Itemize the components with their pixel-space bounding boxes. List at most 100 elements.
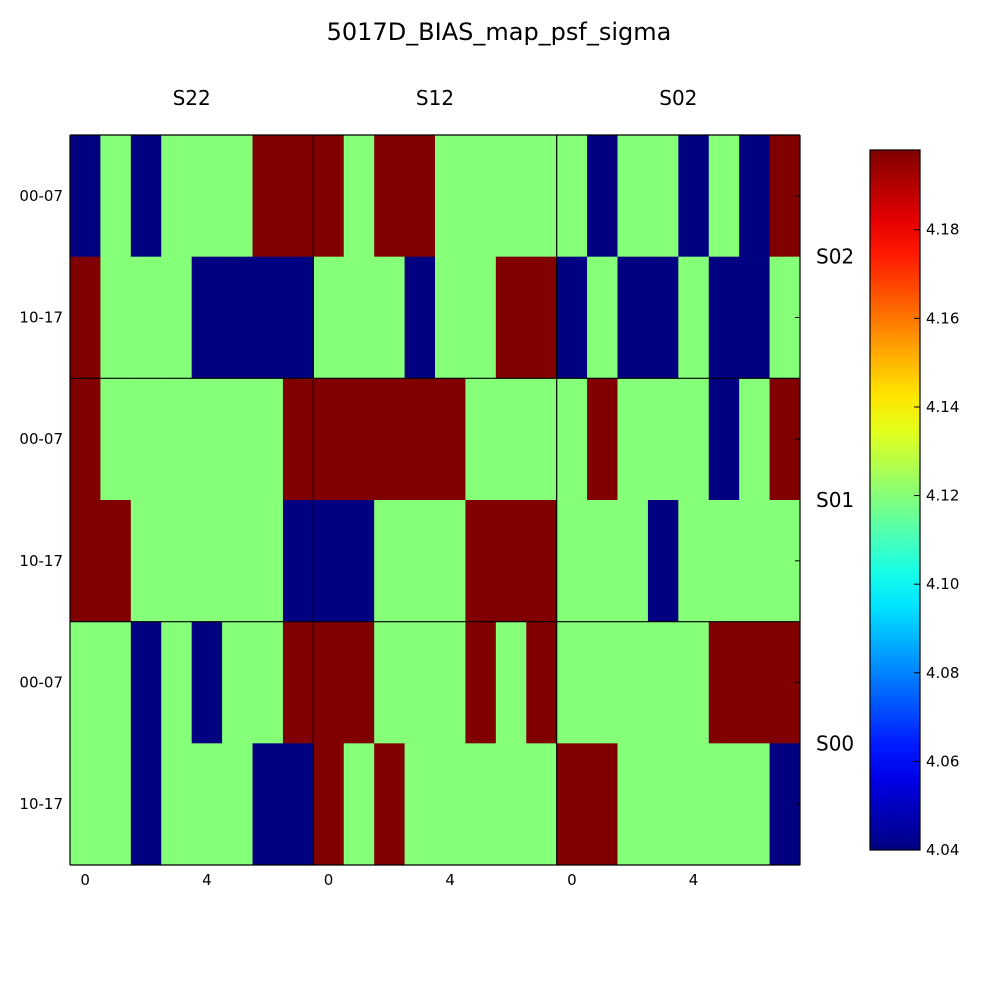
heatmap-cell [435,378,466,501]
heatmap-cell [191,743,223,866]
heatmap-cell [435,743,466,866]
heatmap-cell [282,621,314,744]
heatmap-cell [526,743,558,866]
heatmap-cell [313,500,345,623]
x-tick-label: 4 [445,871,455,889]
y-tick-label: 10-17 [19,309,63,327]
y-tick-label: 10-17 [19,795,63,813]
heatmap-cell [282,256,314,379]
x-tick-label: 0 [80,871,90,889]
heatmap-cell [191,378,223,501]
colorbar-tick-label: 4.10 [926,575,959,593]
heatmap-cell [343,500,375,623]
heatmap-cell [282,378,314,501]
heatmap-cell [70,135,101,258]
heatmap-cell [647,135,679,258]
colorbar-tick-label: 4.08 [926,664,959,682]
heatmap-cell [191,256,223,379]
heatmap-cell [556,135,588,258]
heatmap-cell [526,378,558,501]
heatmap-cell [587,256,618,379]
heatmap-cell [495,743,527,866]
heatmap-cell [404,256,436,379]
heatmap-cell [404,500,436,623]
heatmap-cell [252,621,284,744]
row-label: S01 [816,488,854,512]
heatmap-cell [100,500,132,623]
heatmap-cell [374,500,405,623]
heatmap-cell [374,378,405,501]
heatmap-cell [130,256,162,379]
heatmap-cell [708,500,740,623]
heatmap-cell [435,621,466,744]
heatmap-cell [526,256,558,379]
x-tick-label: 0 [567,871,577,889]
axis-labels: S22 S12 S02S02S01S0000-0710-1700-0710-1700… [19,86,854,889]
heatmap-cell [374,135,405,258]
heatmap-cell [100,256,132,379]
panel-borders [69,134,801,866]
heatmap-cell [495,256,527,379]
heatmap-cells [70,135,801,866]
heatmap-cell [130,743,162,866]
heatmap-cell [526,135,558,258]
colorbar-tick-label: 4.12 [926,487,959,505]
heatmap-cell [130,621,162,744]
heatmap-cell [70,256,101,379]
heatmap-cell [495,500,527,623]
heatmap-cell [465,500,497,623]
heatmap-cell [161,135,193,258]
x-tick-label: 4 [202,871,212,889]
heatmap-cell [313,743,345,866]
heatmap-cell [161,500,193,623]
heatmap-cell [282,500,314,623]
heatmap-cell [556,621,588,744]
heatmap-cell [404,378,436,501]
heatmap-cell [343,621,375,744]
colorbar-tick-label: 4.16 [926,309,959,327]
heatmap-cell [70,500,101,623]
heatmap-cell [678,621,710,744]
heatmap-cell [739,378,770,501]
heatmap-cell [647,743,679,866]
heatmap-cell [739,743,770,866]
heatmap-cell [252,256,284,379]
heatmap-cell [678,743,710,866]
heatmap-cell [526,621,558,744]
colorbar-tick-label: 4.06 [926,752,959,770]
heatmap-cell [465,743,497,866]
heatmap-cell [617,256,649,379]
y-tick-label: 00-07 [19,430,63,448]
heatmap-cell [282,743,314,866]
heatmap-cell [222,743,253,866]
y-tick-label: 00-07 [19,674,63,692]
heatmap-cell [252,743,284,866]
heatmap-cell [374,256,405,379]
chart-title: 5017D_BIAS_map_psf_sigma [327,18,672,46]
heatmap-cell [647,500,679,623]
heatmap-cell [343,135,375,258]
heatmap-cell [435,135,466,258]
heatmap-cell [739,621,770,744]
heatmap-cell [435,500,466,623]
colorbar: 4.04 4.06 4.08 4.10 4.12 4.14 4.16 4.18 [869,149,959,859]
heatmap-cell [556,500,588,623]
colorbar-tick-label: 4.14 [926,398,959,416]
heatmap-cell [739,135,770,258]
heatmap-cell [495,621,527,744]
heatmap-cell [191,500,223,623]
heatmap-cell [556,378,588,501]
heatmap-cell [587,743,618,866]
x-tick-label: 4 [689,871,699,889]
heatmap-cell [70,743,101,866]
heatmap-cell [617,135,649,258]
heatmap-cell [100,743,132,866]
heatmap-cell [465,135,497,258]
heatmap-cell [678,378,710,501]
heatmap-cell [678,135,710,258]
heatmap-cell [708,378,740,501]
heatmap-cell [343,256,375,379]
row-label: S00 [816,731,854,755]
heatmap-cell [708,743,740,866]
